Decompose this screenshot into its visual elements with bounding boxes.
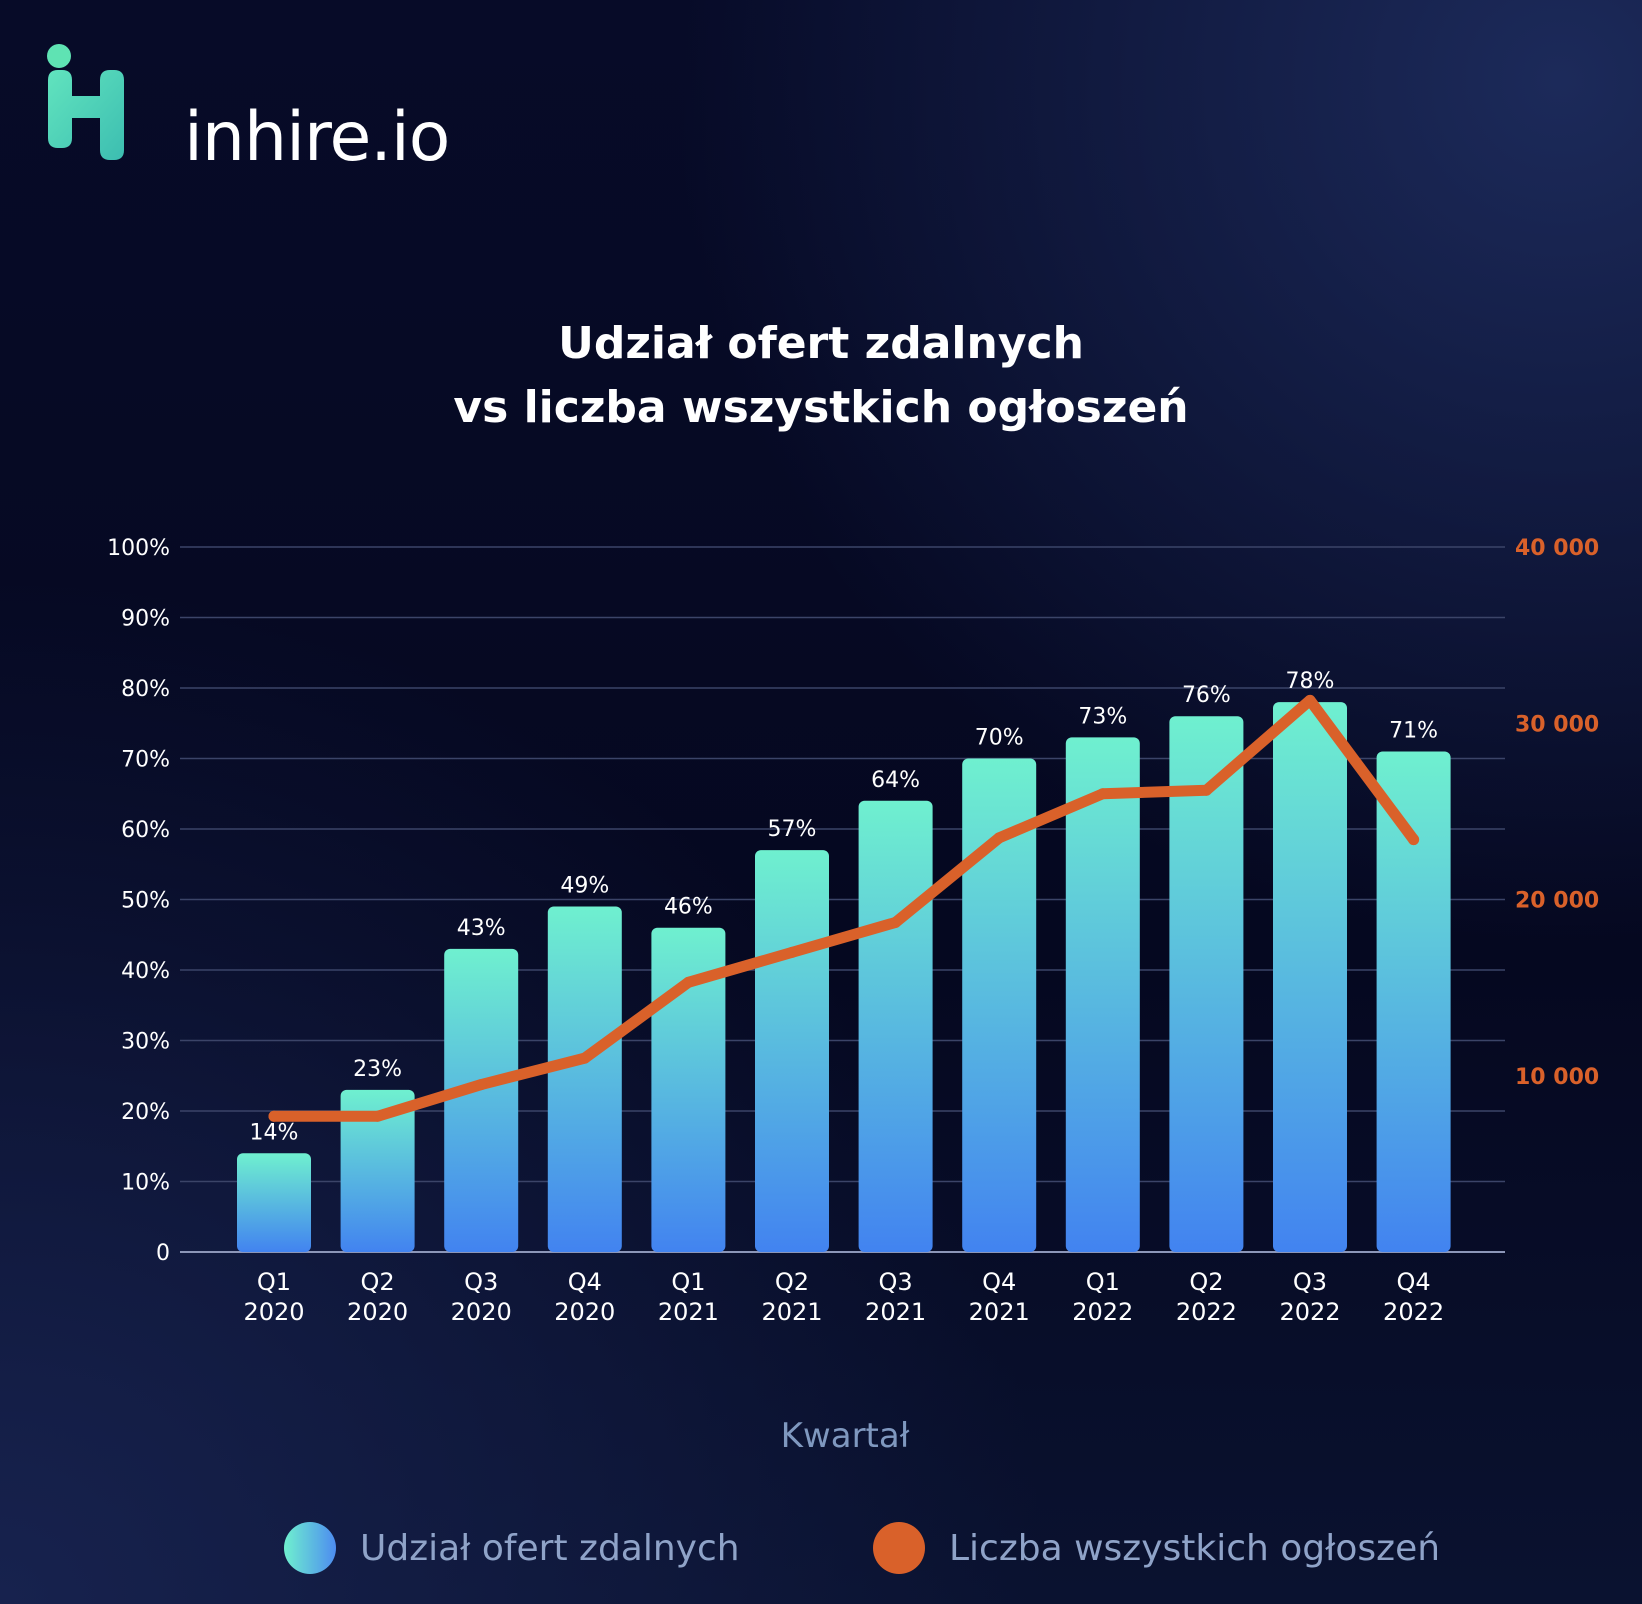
x-tick-label: Q1 2020 [243, 1268, 304, 1326]
bar-value-label: 76% [1182, 683, 1231, 708]
bar-value-label: 78% [1286, 669, 1335, 694]
legend-item-remote-share: Udział ofert zdalnych [284, 1518, 740, 1578]
legend-swatch-total-listings [873, 1522, 925, 1574]
bar-value-label: 46% [664, 895, 713, 920]
bar [547, 906, 622, 1252]
x-tick-label: Q3 2021 [865, 1268, 926, 1326]
bar [1273, 702, 1347, 1252]
line-point [1200, 784, 1212, 796]
y-left-tick-label: 50% [121, 889, 170, 914]
bar-value-label: 23% [353, 1057, 402, 1082]
chart-title-line-2: vs liczba wszystkich ogłoszeń [453, 382, 1189, 433]
y-right-tick-label: 20 000 [1515, 889, 1599, 914]
x-tick-label: Q2 2022 [1176, 1268, 1237, 1326]
legend-swatch-remote-share [284, 1522, 336, 1574]
y-left-tick-label: 60% [121, 818, 170, 843]
y-left-tick-label: 0 [156, 1241, 170, 1266]
y-left-tick-label: 100% [107, 536, 170, 561]
bar-value-label: 64% [871, 768, 920, 793]
line-point [890, 916, 902, 928]
bar [858, 800, 933, 1252]
x-tick-label: Q4 2020 [554, 1268, 615, 1326]
bar [1065, 737, 1140, 1252]
bar [1376, 751, 1451, 1252]
bar [237, 1153, 311, 1252]
legend-label-remote-share: Udział ofert zdalnych [360, 1527, 740, 1569]
x-tick-label: Q1 2022 [1072, 1268, 1133, 1326]
y-axis-right: 10 000 20 000 30 000 40 000 [1515, 536, 1599, 1090]
line-point [475, 1079, 487, 1091]
bar [755, 850, 829, 1252]
bar [651, 927, 726, 1252]
y-axis-left: 0 10% 20% 30% 40% 50% 60% 70% 80% 90% 100% [107, 536, 170, 1266]
legend: Udział ofert zdalnych Liczba wszystkich … [0, 1518, 1642, 1578]
bar-value-label: 57% [768, 817, 817, 842]
x-tick-label: Q4 2022 [1383, 1268, 1444, 1326]
bar-value-label: 71% [1389, 718, 1438, 743]
bar-value-label: 49% [560, 874, 609, 899]
brand-name: inhire.io [184, 98, 450, 177]
chart-area: 0 10% 20% 30% 40% 50% 60% 70% 80% 90% 100% 10 000 2… [107, 536, 1599, 1326]
chart-title: Udział ofert zdalnych vs liczba wszystki… [0, 312, 1642, 440]
line-point [372, 1110, 384, 1122]
x-tick-label: Q4 2021 [969, 1268, 1030, 1326]
x-tick-label: Q2 2020 [347, 1268, 408, 1326]
line-point [682, 976, 694, 988]
x-tick-label: Q3 2020 [451, 1268, 512, 1326]
x-axis: Q1 2020 Q2 2020 Q3 2020 Q4 2020 Q1 2021 Q2 2021 Q3 20… [243, 1268, 1444, 1326]
brand-logo-icon [47, 44, 124, 160]
line-point [1304, 694, 1316, 706]
line-point [786, 946, 798, 958]
brand-logo: inhire.io [44, 42, 450, 172]
legend-item-total-listings: Liczba wszystkich ogłoszeń [873, 1518, 1440, 1578]
bar-series [237, 702, 1451, 1252]
bar [340, 1089, 415, 1252]
bar-value-label: 14% [250, 1120, 299, 1145]
y-left-tick-label: 20% [121, 1100, 170, 1125]
bar [962, 758, 1037, 1252]
y-left-tick-label: 40% [121, 959, 170, 984]
bar [1169, 716, 1244, 1252]
legend-label-total-listings: Liczba wszystkich ogłoszeń [949, 1527, 1441, 1569]
x-tick-label: Q3 2022 [1279, 1268, 1340, 1326]
line-point [579, 1052, 591, 1064]
y-left-tick-label: 30% [121, 1030, 170, 1055]
line-point [1408, 834, 1420, 846]
line-point [993, 832, 1005, 844]
line-series [268, 694, 1420, 1122]
bar-value-label: 43% [457, 916, 506, 941]
y-right-tick-label: 30 000 [1515, 712, 1599, 737]
bar-value-label: 70% [975, 726, 1024, 751]
line-series-path [268, 694, 1420, 1122]
y-left-tick-label: 90% [121, 607, 170, 632]
x-axis-title: Kwartał [780, 1416, 910, 1456]
y-right-tick-label: 10 000 [1515, 1065, 1599, 1090]
y-right-tick-label: 40 000 [1515, 536, 1599, 561]
bar-value-label: 73% [1078, 704, 1127, 729]
x-tick-label: Q1 2021 [658, 1268, 719, 1326]
bar-value-labels: 14% 23% 43% 49% 46% 57% 64% 70% 73% 76% 78% 71% [250, 669, 1439, 1145]
line-point [1097, 788, 1109, 800]
y-left-tick-label: 80% [121, 677, 170, 702]
x-tick-label: Q2 2021 [761, 1268, 822, 1326]
y-left-tick-label: 10% [121, 1171, 170, 1196]
line-point [268, 1110, 280, 1122]
bar [444, 948, 519, 1252]
chart-title-line-1: Udział ofert zdalnych [558, 318, 1084, 369]
y-left-tick-label: 70% [121, 748, 170, 773]
